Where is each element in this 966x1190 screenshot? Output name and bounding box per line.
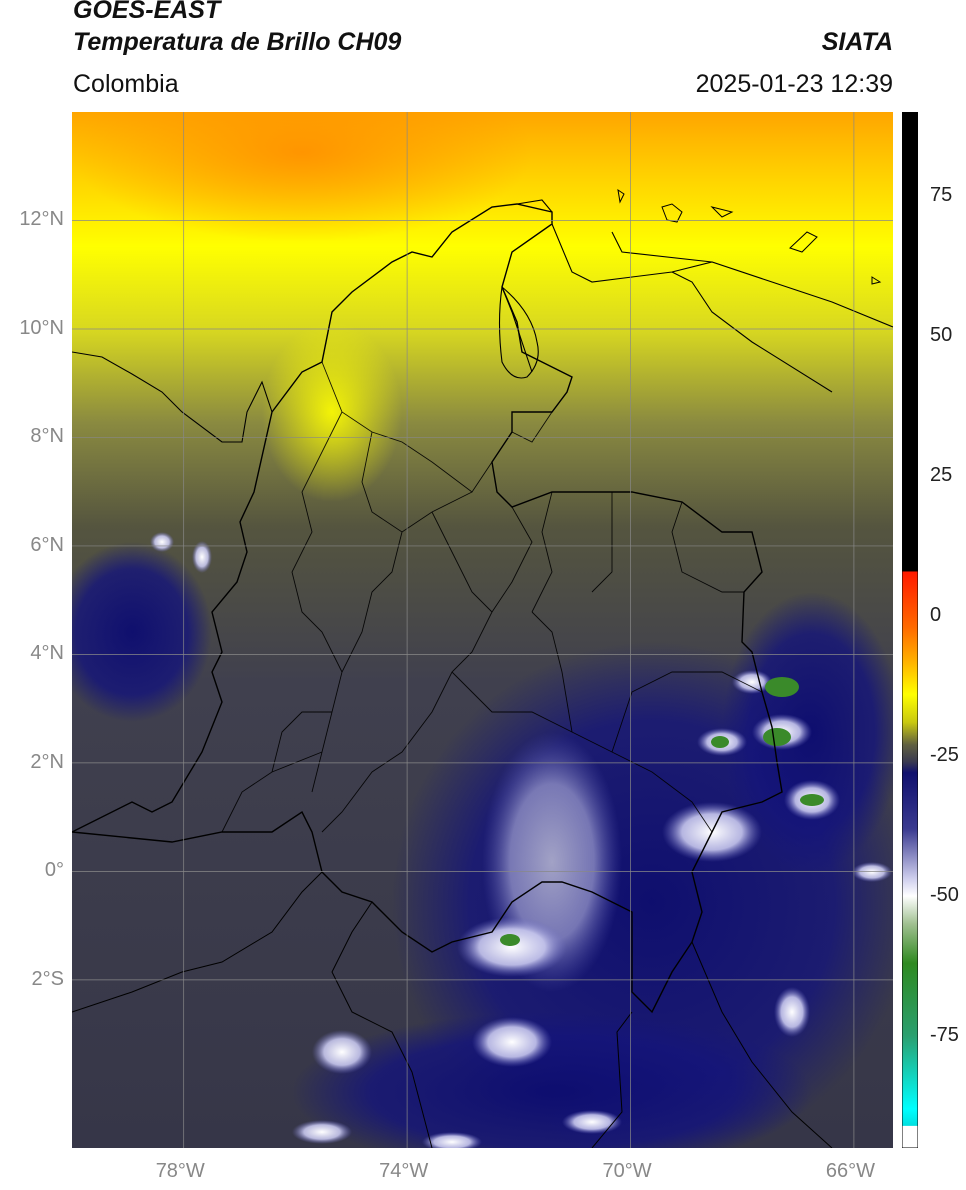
coldest-core: [711, 736, 729, 748]
cloud-top: [774, 987, 810, 1037]
cloud-top: [732, 670, 772, 694]
lat-tick-label: 8°N: [30, 425, 64, 448]
lat-tick-label: 2°S: [31, 967, 64, 990]
venezuela-coast: [501, 199, 893, 393]
panama-coast: [72, 351, 273, 443]
colorbar-scale: [902, 112, 918, 1148]
colorbar-tick-label: 75: [930, 184, 953, 206]
organization-label: SIATA: [821, 28, 893, 56]
lon-tick-label: 74°W: [379, 1160, 429, 1182]
lon-tick-label: 78°W: [155, 1160, 205, 1182]
cloud-top: [150, 532, 174, 552]
cloud-top: [457, 917, 567, 977]
cloud-top: [312, 1030, 372, 1074]
cloud-top: [192, 541, 212, 573]
coldest-core: [500, 934, 520, 946]
coldest-core: [800, 794, 824, 806]
satellite-map[interactable]: [72, 112, 893, 1148]
colorbar: [902, 112, 918, 1148]
colorbar-tick-label: -25: [930, 744, 959, 766]
lat-tick-label: 6°N: [30, 533, 64, 556]
product-title: Temperatura de Brillo CH09: [73, 28, 402, 56]
timestamp-label: 2025-01-23 12:39: [695, 70, 893, 98]
region-label: Colombia: [73, 70, 179, 98]
cloud-top: [292, 1120, 352, 1144]
department-borders: [221, 361, 763, 833]
cloud-top: [472, 1017, 552, 1067]
gridlines: [72, 112, 893, 1148]
lat-tick-label: 0°: [44, 859, 64, 882]
warm-area: [262, 322, 402, 502]
lat-tick-label: 10°N: [19, 316, 64, 339]
warm-area: [72, 112, 532, 242]
cold-area: [292, 1012, 812, 1148]
department-borders: [511, 411, 744, 613]
brazil-border: [591, 941, 833, 1148]
lon-tick-label: 70°W: [602, 1160, 652, 1182]
satellite-title: GOES-EAST: [73, 0, 221, 24]
lat-tick-label: 4°N: [30, 642, 64, 665]
colorbar-tick-label: 0: [930, 604, 942, 626]
colorbar-tick-label: 25: [930, 464, 953, 486]
lat-tick-label: 2°N: [30, 750, 64, 773]
coldest-core: [763, 728, 791, 746]
caribbean-islands: [617, 188, 882, 285]
lat-tick-label: 12°N: [19, 208, 64, 231]
colorbar-tick-label: -50: [930, 884, 959, 906]
colorbar-tick-label: 50: [930, 324, 953, 346]
cold-area: [72, 542, 212, 722]
lake-maracaibo: [498, 285, 539, 379]
coldest-core: [765, 677, 799, 697]
cloud-top: [422, 1132, 482, 1148]
cloud-top: [562, 1110, 622, 1134]
colorbar-tick-label: -75: [930, 1024, 959, 1046]
lon-tick-label: 66°W: [825, 1160, 876, 1182]
peru-ecuador-border: [72, 871, 433, 1148]
cloud-top: [852, 862, 892, 882]
